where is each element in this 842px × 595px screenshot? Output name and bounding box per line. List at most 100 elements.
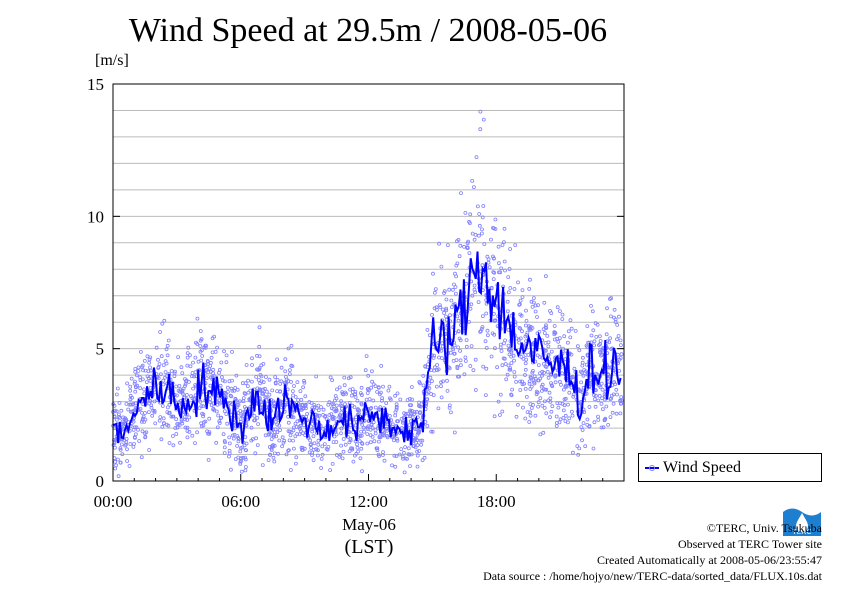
raw-sample-point [165, 405, 170, 410]
raw-sample-point [531, 368, 535, 373]
raw-sample-point [314, 447, 319, 452]
raw-sample-point [410, 415, 415, 420]
raw-sample-point [418, 438, 423, 443]
raw-sample-point [368, 440, 373, 445]
raw-sample-point [283, 374, 288, 379]
raw-sample-point [484, 301, 489, 306]
raw-sample-point [280, 444, 285, 449]
raw-sample-point [509, 350, 514, 355]
raw-sample-point [159, 354, 164, 359]
x-axis-timezone: (LST) [344, 536, 394, 558]
raw-sample-point [573, 328, 578, 333]
raw-sample-point [143, 435, 148, 440]
raw-sample-point [487, 265, 492, 270]
raw-sample-point [143, 368, 148, 373]
raw-sample-point [121, 415, 125, 420]
raw-sample-point [135, 383, 140, 388]
raw-sample-point [430, 429, 435, 434]
raw-sample-point [397, 452, 402, 457]
raw-sample-point [497, 413, 502, 417]
raw-sample-point [335, 387, 339, 392]
raw-sample-point [365, 441, 370, 446]
raw-sample-point [114, 417, 119, 422]
raw-sample-point [592, 420, 597, 425]
raw-sample-point [445, 378, 449, 383]
raw-sample-point [591, 328, 596, 333]
raw-sample-point [613, 320, 618, 324]
raw-sample-point [450, 287, 455, 292]
raw-sample-point [258, 387, 263, 392]
raw-sample-point [217, 401, 222, 406]
raw-sample-point [271, 434, 276, 439]
raw-sample-point [452, 351, 457, 356]
raw-sample-point [340, 390, 345, 395]
raw-sample-point [283, 357, 288, 362]
raw-sample-point [546, 375, 551, 380]
raw-sample-point [221, 432, 226, 437]
raw-sample-point [154, 345, 159, 350]
raw-sample-point [595, 372, 600, 377]
raw-sample-point [505, 299, 510, 304]
raw-sample-point [187, 353, 192, 358]
raw-sample-point [359, 420, 364, 425]
raw-sample-point [552, 330, 557, 335]
raw-sample-point [376, 439, 381, 444]
raw-sample-point [539, 384, 544, 389]
raw-sample-point [238, 409, 243, 413]
raw-sample-point [364, 354, 369, 359]
raw-sample-point [289, 379, 293, 384]
raw-sample-point [467, 251, 472, 256]
raw-sample-point [548, 415, 552, 420]
raw-sample-point [458, 358, 463, 363]
raw-sample-point [390, 463, 394, 468]
raw-sample-point [199, 424, 204, 429]
raw-sample-point [364, 397, 369, 402]
raw-sample-point [581, 355, 585, 360]
raw-sample-point [569, 326, 574, 331]
raw-sample-point [472, 283, 477, 288]
raw-sample-point [319, 466, 324, 470]
raw-sample-point [222, 451, 227, 455]
raw-sample-point [134, 373, 139, 378]
raw-sample-point [204, 376, 209, 381]
raw-sample-point [427, 386, 432, 391]
raw-sample-point [371, 382, 376, 387]
raw-sample-point [449, 298, 454, 303]
raw-sample-point [568, 318, 573, 323]
raw-sample-point [437, 241, 442, 246]
raw-sample-point [244, 363, 249, 367]
raw-sample-point [532, 296, 536, 301]
credit-copyright: ©TERC, Univ. Tsukuba [706, 521, 822, 535]
raw-sample-point [351, 459, 356, 464]
raw-sample-point [288, 433, 293, 438]
raw-sample-point [264, 395, 269, 400]
raw-sample-point [272, 451, 277, 456]
raw-sample-point [489, 237, 493, 242]
raw-sample-point [369, 369, 374, 374]
raw-sample-point [566, 420, 570, 425]
raw-sample-point [282, 438, 287, 443]
raw-sample-point [518, 336, 523, 341]
raw-sample-point [114, 409, 119, 414]
raw-sample-point [593, 404, 598, 409]
raw-sample-point [200, 411, 205, 416]
raw-sample-point [320, 444, 325, 449]
raw-sample-point [280, 435, 285, 440]
raw-sample-point [619, 395, 624, 400]
raw-sample-point [502, 341, 506, 346]
raw-sample-point [439, 348, 444, 353]
raw-sample-point [222, 349, 226, 354]
raw-sample-point [132, 425, 137, 430]
raw-sample-point [605, 306, 609, 311]
raw-sample-point [428, 375, 433, 380]
raw-sample-point [513, 243, 518, 248]
raw-sample-point [471, 368, 476, 373]
raw-sample-point [128, 402, 133, 407]
raw-sample-point [142, 419, 147, 424]
raw-sample-point [589, 303, 593, 308]
raw-sample-point [261, 391, 266, 396]
credits: ©TERC, Univ. Tsukuba Observed at TERC To… [483, 520, 822, 584]
raw-sample-point [480, 325, 485, 329]
raw-sample-point [439, 384, 443, 389]
raw-sample-point [543, 340, 548, 345]
